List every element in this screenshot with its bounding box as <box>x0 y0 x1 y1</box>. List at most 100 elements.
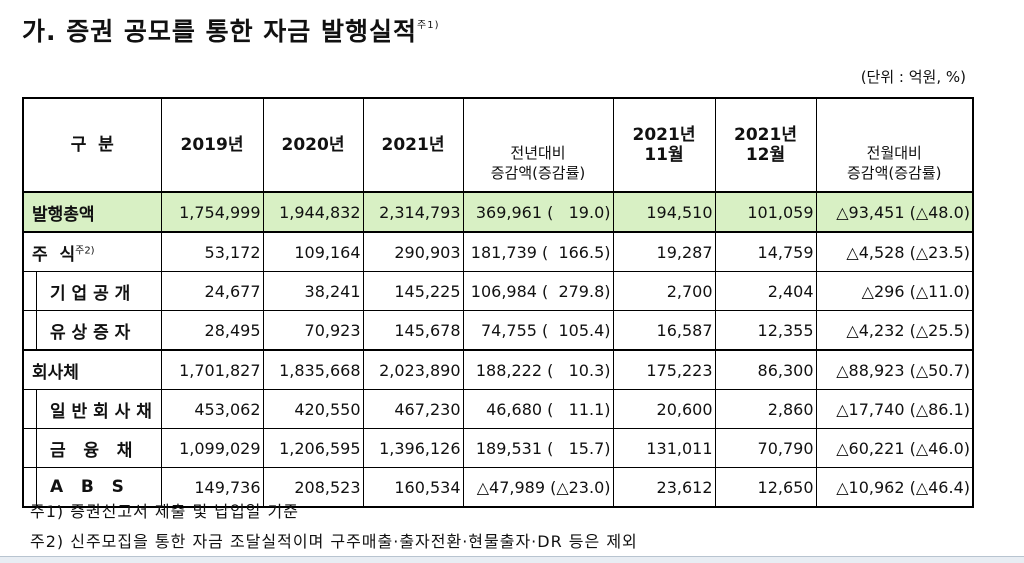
cell: 23,612 <box>612 467 716 508</box>
header-line: 12월 <box>745 145 786 165</box>
cell: 2,700 <box>612 271 716 311</box>
table-body: 발행총액 1,754,999 1,944,832 2,314,793 369,961 (… <box>22 191 974 508</box>
cell: △88,923 (△50.7) <box>815 349 974 390</box>
cell: 38,241 <box>262 271 364 311</box>
cell: △60,221 (△46.0) <box>815 428 974 468</box>
row-label: A B S <box>22 467 162 508</box>
column-header: 2019년 <box>160 97 264 193</box>
cell: 131,011 <box>612 428 716 468</box>
title: 가. 증권 공모를 통한 자금 발행실적주1) <box>22 12 440 48</box>
table-row: 일 반 회 사 채 453,062 420,550 467,230 46,680 ( 1… <box>22 389 974 429</box>
cell: 420,550 <box>262 389 364 429</box>
cell: 290,903 <box>362 231 464 272</box>
column-header: 2021년 12월 <box>714 97 817 193</box>
cell: 12,650 <box>714 467 817 508</box>
cell: 1,835,668 <box>262 349 364 390</box>
cell: △4,528 (△23.5) <box>815 231 974 272</box>
cell: 74,755 ( 105.4) <box>462 310 614 351</box>
cell: △93,451 (△48.0) <box>815 191 974 233</box>
window-strip <box>0 556 1024 563</box>
row-label: 금 융 채 <box>22 428 162 468</box>
cell: 20,600 <box>612 389 716 429</box>
row-label-text: 금 융 채 <box>50 440 133 461</box>
cell: 101,059 <box>714 191 817 233</box>
cell: △47,989 (△23.0) <box>462 467 614 508</box>
cell: 145,225 <box>362 271 464 311</box>
cell: 189,531 ( 15.7) <box>462 428 614 468</box>
header-line: 전월대비 <box>866 144 922 162</box>
cell: 109,164 <box>262 231 364 272</box>
cell: 1,701,827 <box>160 349 264 390</box>
cell: 2,023,890 <box>362 349 464 390</box>
title-note: 주1) <box>417 20 440 31</box>
footnote: 주2) 신주모집을 통한 자금 조달실적이며 구주매출·출자전환·현물출자·DR… <box>30 532 638 551</box>
row-label-text: 회사체 <box>32 362 79 383</box>
header-line: 2020년 <box>281 135 345 155</box>
cell: 2,314,793 <box>362 191 464 233</box>
cell: 2,860 <box>714 389 817 429</box>
header-row: 구 분 2019년 2020년 2021년 전년대비 증감액(증감률) 2021년 11월 20… <box>22 97 974 193</box>
header-line: 구 분 <box>70 135 114 155</box>
table-row: 발행총액 1,754,999 1,944,832 2,314,793 369,961 (… <box>22 191 974 233</box>
table-row: 주 식주2) 53,172 109,164 290,903 181,739 ( 166.… <box>22 231 974 272</box>
row-label-text: 발행총액 <box>32 204 95 225</box>
header-line: 증감액(증감률) <box>490 164 586 182</box>
header-line: 2021년 <box>734 125 797 145</box>
cell: 145,678 <box>362 310 464 351</box>
cell: △296 (△11.0) <box>815 271 974 311</box>
row-label-text: 기 업 공 개 <box>50 283 131 304</box>
header-line: 전년대비 <box>510 144 566 162</box>
cell: 86,300 <box>714 349 817 390</box>
cell: 53,172 <box>160 231 264 272</box>
column-header: 구 분 <box>22 97 162 193</box>
table-row: 유 상 증 자 28,495 70,923 145,678 74,755 ( 105.4… <box>22 310 974 351</box>
header-line: 2019년 <box>180 135 244 155</box>
cell: 1,754,999 <box>160 191 264 233</box>
cell: 369,961 ( 19.0) <box>462 191 614 233</box>
cell: 70,790 <box>714 428 817 468</box>
cell: 46,680 ( 11.1) <box>462 389 614 429</box>
column-header: 2021년 11월 <box>612 97 716 193</box>
row-label: 유 상 증 자 <box>22 310 162 351</box>
header-line: 11월 <box>644 145 684 165</box>
cell: 70,923 <box>262 310 364 351</box>
unit-label: (단위 : 억원, %) <box>860 68 966 86</box>
cell: 467,230 <box>362 389 464 429</box>
data-table: 구 분 2019년 2020년 2021년 전년대비 증감액(증감률) 2021년 11월 20… <box>22 97 974 508</box>
header-line: 2021년 <box>381 135 445 155</box>
cell: 453,062 <box>160 389 264 429</box>
cell: 181,739 ( 166.5) <box>462 231 614 272</box>
table-row: 금 융 채 1,099,029 1,206,595 1,396,126 189,531 … <box>22 428 974 468</box>
footnote: 주1) 증권신고서 제출 및 납입일 기준 <box>30 502 299 521</box>
header-line: 증감액(증감률) <box>846 164 942 182</box>
cell: 28,495 <box>160 310 264 351</box>
cell: 149,736 <box>160 467 264 508</box>
table-row: 기 업 공 개 24,677 38,241 145,225 106,984 ( 279.… <box>22 271 974 311</box>
cell: 160,534 <box>362 467 464 508</box>
cell: 16,587 <box>612 310 716 351</box>
cell: △4,232 (△25.5) <box>815 310 974 351</box>
table-row: 회사체 1,701,827 1,835,668 2,023,890 188,222 ( … <box>22 349 974 390</box>
table-row: A B S 149,736 208,523 160,534 △47,989 (△23.0… <box>22 467 974 508</box>
row-label: 기 업 공 개 <box>22 271 162 311</box>
row-label-text: 유 상 증 자 <box>50 322 131 343</box>
row-label-text: A B S <box>50 477 124 497</box>
cell: 1,944,832 <box>262 191 364 233</box>
row-label: 일 반 회 사 채 <box>22 389 162 429</box>
cell: 1,206,595 <box>262 428 364 468</box>
title-text: 가. 증권 공모를 통한 자금 발행실적 <box>22 17 418 46</box>
cell: 106,984 ( 279.8) <box>462 271 614 311</box>
row-label: 주 식주2) <box>22 231 162 272</box>
cell: 1,099,029 <box>160 428 264 468</box>
cell: 2,404 <box>714 271 817 311</box>
cell: 19,287 <box>612 231 716 272</box>
row-label-text: 일 반 회 사 채 <box>50 401 152 422</box>
cell: 208,523 <box>262 467 364 508</box>
cell: 188,222 ( 10.3) <box>462 349 614 390</box>
cell: 24,677 <box>160 271 264 311</box>
cell: 175,223 <box>612 349 716 390</box>
